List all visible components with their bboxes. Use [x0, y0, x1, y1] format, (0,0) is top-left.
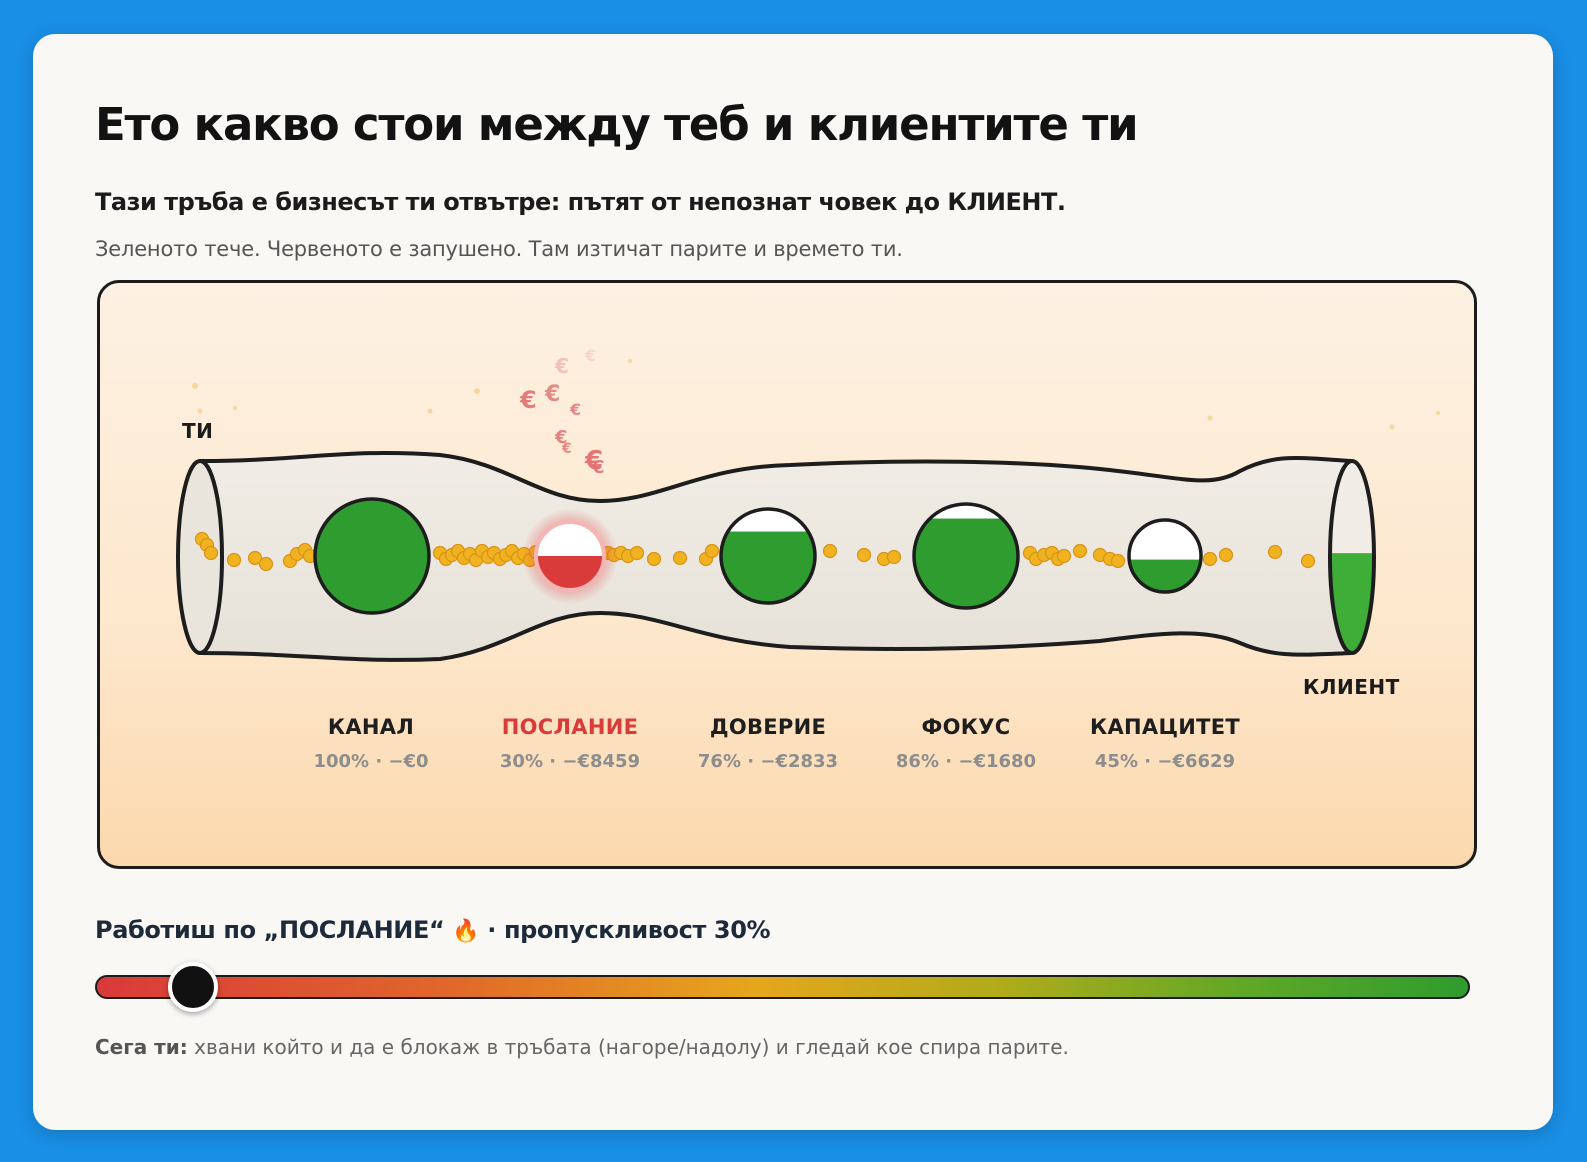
stage-name: ПОСЛАНИЕ — [501, 715, 639, 739]
stage-meta: 45% · −€6629 — [1094, 751, 1236, 772]
euro-symbol: € — [584, 346, 596, 365]
stage-ball-5[interactable] — [1127, 518, 1203, 594]
stage-label-poslanie: ПОСЛАНИЕ 30% · −€8459 — [475, 715, 665, 772]
focus-prefix: Работиш по — [95, 916, 264, 944]
pipe-start-label: ТИ — [182, 419, 214, 443]
stage-ball-1[interactable] — [313, 497, 431, 615]
page-description: Зеленото тече. Червеното е запушено. Там… — [95, 237, 903, 261]
throughput-slider[interactable] — [95, 962, 1470, 1012]
slider-thumb[interactable] — [167, 962, 218, 1012]
coin-dot — [1218, 547, 1234, 563]
stage-name: ФОКУС — [921, 715, 1011, 739]
focus-stage: „ПОСЛАНИЕ“ — [263, 916, 445, 944]
pipe-start-opening — [176, 459, 224, 655]
coin-dot — [672, 550, 688, 566]
stage-label-kanal: КАНАЛ 100% · −€0 — [276, 715, 466, 772]
coin-dot — [247, 550, 263, 566]
main-card: Ето какво стои между теб и клиентите ти … — [33, 34, 1553, 1130]
coin-dot — [258, 556, 274, 572]
coin-dot — [856, 547, 872, 563]
euro-symbol: € — [591, 457, 605, 478]
coin-trail — [194, 531, 1316, 572]
stage-ball-4[interactable] — [912, 502, 1020, 610]
stage-ball-2[interactable] — [522, 508, 618, 604]
stage-meta: 76% · −€2833 — [697, 751, 839, 772]
fire-icon: 🔥 — [452, 919, 480, 944]
stage-name: ДОВЕРИЕ — [709, 715, 827, 739]
coin-dot — [1202, 551, 1218, 567]
euro-symbol: € — [554, 354, 569, 378]
coin-dot — [822, 543, 838, 559]
stage-ball-3[interactable] — [719, 507, 817, 605]
stage-balls — [313, 497, 1203, 615]
coin-dot — [203, 545, 219, 561]
page-title: Ето какво стои между теб и клиентите ти — [95, 98, 1139, 151]
stage-label-doverie: ДОВЕРИЕ 76% · −€2833 — [673, 715, 863, 772]
focus-suffix: · пропускливост 30% — [479, 916, 771, 944]
euro-symbol: € — [561, 441, 572, 457]
instruction-bold: Сега ти: — [95, 1035, 188, 1059]
euro-symbol: € — [519, 386, 537, 414]
current-focus-label: Работиш по „ПОСЛАНИЕ“ 🔥 · пропускливост … — [95, 916, 771, 944]
stage-name: КАПАЦИТЕТ — [1090, 715, 1240, 739]
stage-label-fokus: ФОКУС 86% · −€1680 — [871, 715, 1061, 772]
coin-dot — [886, 549, 902, 565]
stage-meta: 100% · −€0 — [313, 751, 429, 772]
leaking-euros: € €€€€ €€€ € — [519, 346, 605, 478]
instruction-text: Сега ти: хвани който и да е блокаж в тръ… — [95, 1035, 1069, 1059]
euro-symbol: € — [569, 400, 581, 419]
floating-dust — [192, 359, 1440, 430]
coin-dot — [1267, 544, 1283, 560]
pipe-svg: € €€€€ €€€ € — [176, 346, 1440, 662]
page-subtitle: Тази тръба е бизнесът ти отвътре: пътят … — [95, 188, 1066, 216]
stage-meta: 86% · −€1680 — [895, 751, 1037, 772]
euro-symbol: € — [584, 446, 603, 476]
coin-dot — [629, 545, 645, 561]
pipe-visual: € € € € € € € € € ТИ КЛИЕНТ КАНАЛ 100% · −€0 ПОС… — [97, 280, 1477, 869]
coin-dot — [226, 552, 242, 568]
stage-label-kapacitet: КАПАЦИТЕТ 45% · −€6629 — [1070, 715, 1260, 772]
coin-dot — [1110, 553, 1126, 569]
euro-symbol: € — [544, 382, 560, 407]
pipe-end-label: КЛИЕНТ — [1303, 675, 1400, 699]
coin-dot — [1300, 553, 1316, 569]
instruction-body: хвани който и да е блокаж в тръбата (наг… — [187, 1035, 1069, 1059]
euro-symbol: € — [554, 427, 568, 448]
stage-meta: 30% · −€8459 — [499, 751, 641, 772]
coin-dot — [646, 551, 662, 567]
coin-dot — [1072, 543, 1088, 559]
coin-dot — [1056, 548, 1072, 564]
coin-dot — [704, 543, 720, 559]
stage-name: КАНАЛ — [327, 715, 415, 739]
